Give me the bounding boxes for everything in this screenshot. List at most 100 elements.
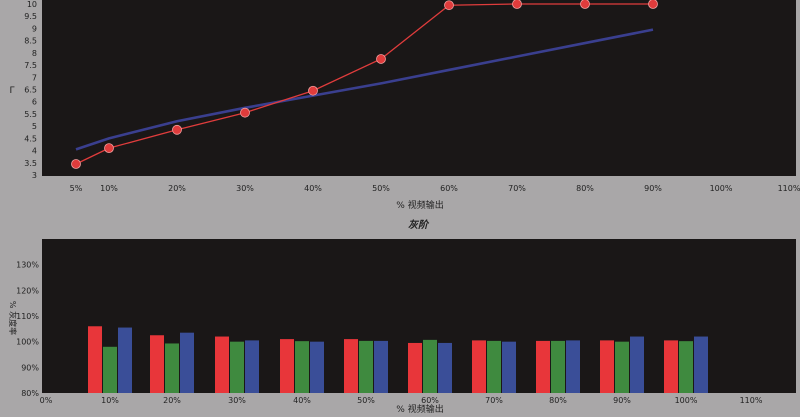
bar (88, 326, 102, 393)
x-tick-label: 100% (710, 184, 733, 193)
y-tick-label: 90% (21, 363, 39, 372)
bar (566, 340, 580, 393)
bar (502, 341, 516, 393)
data-point (648, 0, 658, 9)
grayscale-chart-title: 灰阶 (408, 219, 430, 231)
y-tick-label: 9.5 (24, 12, 37, 21)
bar (600, 340, 614, 393)
bar (230, 341, 244, 393)
y-tick-label: 4 (32, 147, 37, 156)
y-tick-label: 80% (21, 389, 39, 398)
data-point (512, 0, 522, 9)
x-tick-label: 40% (304, 184, 322, 193)
y-tick-label: 10 (27, 0, 37, 9)
x-tick-label: 20% (163, 396, 181, 405)
bar (615, 341, 629, 393)
x-tick-label: 10% (100, 184, 118, 193)
y-tick-label: 7.5 (24, 61, 37, 70)
y-tick-label: 130% (16, 261, 39, 270)
grayscale-x-axis: 0% 10% 20% 30% 40% 50% 60% 70% 80% 90% 100% 110% (40, 396, 763, 405)
y-tick-label: 3 (32, 171, 37, 180)
bar (344, 339, 358, 393)
grayscale-y-axis-label: % 灰度率 (8, 301, 18, 335)
gamma-x-axis-label: % 视频输出 (396, 199, 443, 211)
data-point (444, 0, 454, 11)
grayscale-bars (88, 326, 708, 393)
x-tick-label: 60% (440, 184, 458, 193)
bar (374, 340, 388, 393)
x-tick-label: 70% (485, 396, 503, 405)
bar (150, 335, 164, 393)
series-line-red (75, 3, 653, 165)
x-tick-label: 110% (778, 184, 800, 193)
y-tick-label: 4.5 (24, 134, 37, 143)
x-tick-label: 80% (576, 184, 594, 193)
grayscale-y-axis: 80% 90% 100% 110% 120% 130% (16, 261, 39, 398)
bar (679, 341, 693, 393)
x-tick-label: 90% (613, 396, 631, 405)
bar (165, 343, 179, 393)
data-point (104, 143, 114, 154)
x-tick-label: 5% (70, 184, 83, 193)
y-tick-label: 6 (32, 98, 37, 107)
x-tick-label: 100% (675, 396, 698, 405)
gamma-line-chart: 3 3.5 4 4.5 5 5.5 6 6.5 7 7.5 8 8.5 9 9.5 10 5% 10% 20% 3… (9, 0, 800, 211)
y-tick-label: 5.5 (24, 110, 37, 119)
bar (310, 341, 324, 393)
x-tick-label: 110% (740, 396, 763, 405)
bar (664, 340, 678, 393)
x-tick-label: 60% (421, 396, 439, 405)
gamma-series (71, 0, 658, 169)
bar (487, 340, 501, 393)
bar (245, 340, 259, 393)
x-tick-label: 10% (101, 396, 119, 405)
bar (295, 341, 309, 393)
bar (536, 340, 550, 393)
x-tick-label: 80% (549, 396, 567, 405)
bar (103, 346, 117, 393)
gamma-plot-area (42, 0, 796, 176)
y-tick-label: 3.5 (24, 159, 37, 168)
x-tick-label: 50% (372, 184, 390, 193)
x-tick-label: 50% (357, 396, 375, 405)
series-line-blue (75, 28, 654, 151)
grayscale-bar-chart: 灰阶 80% 90% 100% 110% 120% 130% 0% 10% 20% 30% 40%… (8, 219, 796, 415)
bar (408, 342, 422, 393)
data-point (172, 124, 182, 135)
y-tick-label: 7 (32, 73, 37, 82)
y-tick-label: 8 (32, 49, 37, 58)
x-tick-label: 30% (236, 184, 254, 193)
x-tick-label: 30% (228, 396, 246, 405)
data-point (240, 107, 250, 118)
bar (423, 339, 437, 393)
x-tick-label: 70% (508, 184, 526, 193)
y-tick-label: 120% (16, 286, 39, 295)
data-point (580, 0, 590, 9)
x-tick-label: 40% (293, 396, 311, 405)
bar (472, 340, 486, 393)
y-tick-label: 100% (16, 338, 39, 347)
bar (280, 339, 294, 393)
x-tick-label: 20% (168, 184, 186, 193)
y-tick-label: 6.5 (24, 86, 37, 95)
bar (359, 340, 373, 393)
data-point (308, 85, 318, 96)
x-tick-label: 0% (40, 396, 53, 405)
data-point (376, 54, 386, 64)
gamma-y-axis-label: Γ (9, 86, 14, 96)
gamma-y-axis: 3 3.5 4 4.5 5 5.5 6 6.5 7 7.5 8 8.5 9 9.5 10 (24, 0, 37, 180)
y-tick-label: 5 (32, 122, 37, 131)
y-tick-label: 8.5 (24, 37, 37, 46)
y-tick-label: 9 (32, 24, 37, 33)
bar (180, 332, 194, 393)
gamma-x-axis: 5% 10% 20% 30% 40% 50% 60% 70% 80% 90% 100% 110% (70, 184, 800, 193)
bar (438, 342, 452, 393)
y-tick-label: 110% (16, 312, 39, 321)
bar (694, 336, 708, 393)
bar (118, 327, 132, 393)
data-point (71, 159, 81, 169)
bar (215, 336, 229, 393)
x-tick-label: 90% (644, 184, 662, 193)
grayscale-x-axis-label: % 视频输出 (396, 403, 443, 415)
